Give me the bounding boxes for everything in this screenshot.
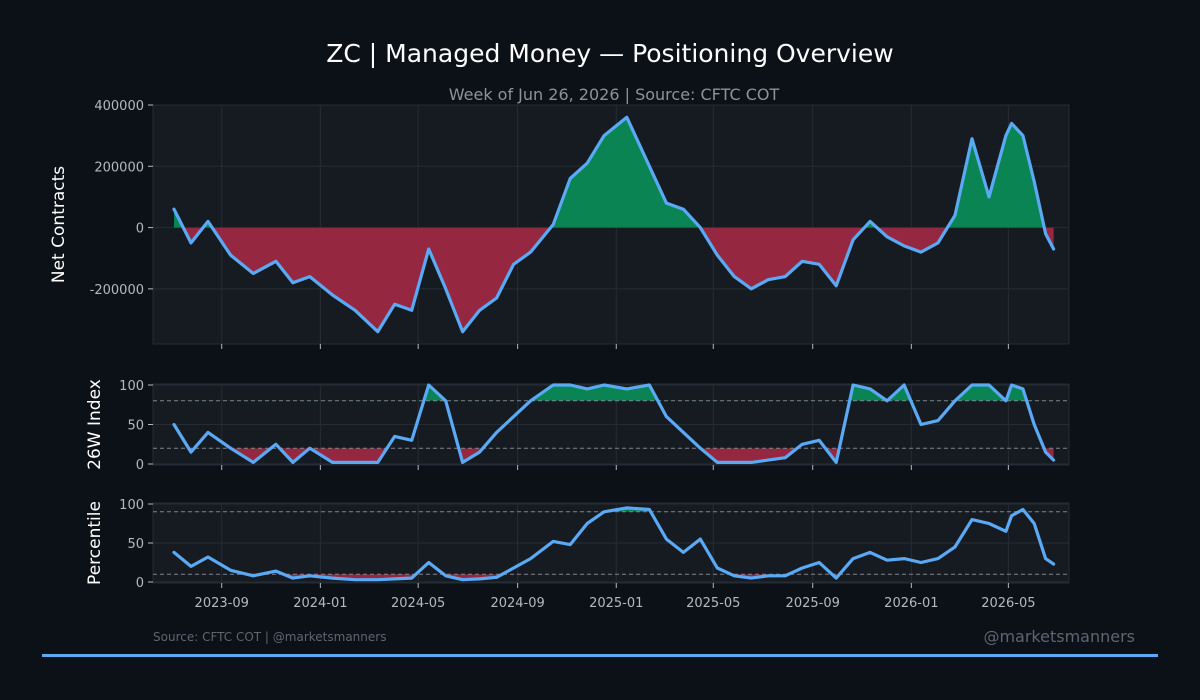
26w-index-panel: 0 50 100 26W Index [85, 379, 1070, 473]
net-contracts-panel: -200000 0 200000 400000 Net Contracts [49, 99, 1070, 349]
net-contracts-y-tick-label: 200000 [94, 160, 144, 175]
chart-panels: -200000 0 200000 400000 Net Contracts 0 50 100 2… [49, 99, 1070, 611]
footer-source: Source: CFTC COT | @marketsmanners [153, 630, 386, 644]
26w-index-y-tick-label: 100 [119, 379, 144, 394]
26w-index-series-line [172, 383, 1056, 464]
x-tick-label: 2026-01 [884, 596, 938, 611]
net-contracts-y-tick-label: -200000 [90, 283, 144, 298]
percentile-y-axis-label: Percentile [85, 501, 105, 585]
percentile-y-tick-label: 100 [119, 498, 144, 513]
x-tick-label: 2025-01 [589, 596, 643, 611]
percentile-y-tick-label: 50 [127, 537, 144, 552]
percentile-y-tick-label: 0 [136, 576, 144, 591]
26w-index-high-area [423, 385, 1027, 401]
26w-index-y-tick-label: 50 [127, 419, 144, 434]
net-contracts-positive-area [174, 117, 1054, 228]
x-tick-label: 2023-09 [195, 596, 249, 611]
chart-title: ZC | Managed Money — Positioning Overvie… [326, 39, 893, 68]
x-tick-label: 2025-05 [686, 596, 740, 611]
percentile-series-line [172, 506, 1056, 582]
x-tick-label: 2024-05 [391, 596, 445, 611]
26w-index-y-tick-label: 0 [136, 458, 144, 473]
watermark: @marketsmanners [983, 627, 1135, 646]
x-tick-label: 2024-09 [490, 596, 544, 611]
net-contracts-y-tick-label: 400000 [94, 99, 144, 114]
26w-index-y-axis-label: 26W Index [85, 379, 105, 470]
x-tick-label: 2025-09 [786, 596, 840, 611]
percentile-panel: 0 50 100 Percentile 2023-09 2024-01 2024-05 202… [85, 498, 1070, 611]
net-contracts-y-tick-label: 0 [136, 222, 144, 237]
net-contracts-y-axis-label: Net Contracts [49, 166, 69, 283]
chart-subtitle: Week of Jun 26, 2026 | Source: CFTC COT [449, 85, 780, 104]
net-contracts-series-line [172, 115, 1056, 334]
x-tick-label: 2026-05 [981, 596, 1035, 611]
x-tick-label: 2024-01 [293, 596, 347, 611]
bottom-divider [42, 654, 1158, 657]
